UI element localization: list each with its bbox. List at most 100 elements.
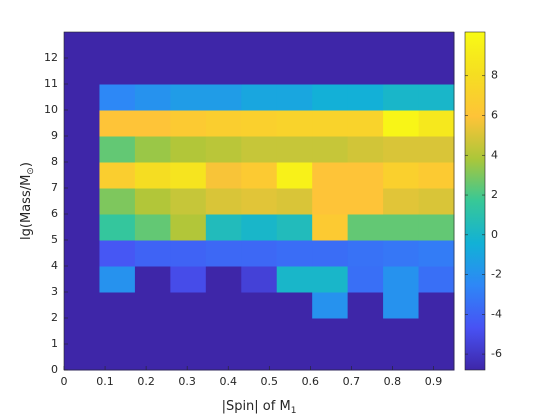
heatmap-cell [347,344,384,371]
heatmap-cell [276,58,313,85]
heatmap-cell [347,266,384,293]
heatmap-cell [383,214,420,241]
colorbar-tick-label: 0 [491,228,498,241]
heatmap-cell [64,344,100,371]
x-tick-label: 0.8 [384,375,402,388]
y-tick-label: 7 [51,181,58,194]
heatmap-cell [241,292,278,319]
heatmap-cell [347,162,384,189]
heatmap-cell [383,344,420,371]
heatmap-cell [383,266,420,293]
heatmap-cell [64,214,100,241]
heatmap-cell [276,32,313,59]
x-tick-label: 0.6 [302,375,320,388]
y-tick-label: 2 [51,311,58,324]
heatmap-cell [170,136,207,163]
colorbar-tick-label: -2 [491,268,502,281]
heatmap-cell [383,188,420,215]
heatmap-cell [312,292,349,319]
heatmap-cell [99,266,136,293]
heatmap-cell [276,110,313,137]
heatmap-cell [205,292,242,319]
heatmap-cell [276,240,313,267]
heatmap-cell [64,188,100,215]
heatmap-cell [64,136,100,163]
heatmap-cell [134,162,171,189]
heatmap-cell [64,318,100,345]
heatmap-cell [241,162,278,189]
heatmap-cell [99,136,136,163]
heatmap-cell [241,58,278,85]
x-tick-label: 0.3 [178,375,196,388]
y-tick-label: 5 [51,233,58,246]
heatmap-cell [312,344,349,371]
colorbar-tick-label: 8 [491,69,498,82]
heatmap-cell [347,136,384,163]
heatmap-cell [99,344,136,371]
heatmap-cell [205,214,242,241]
heatmap-cell [383,318,420,345]
heatmap-cell [170,292,207,319]
heatmap-cell [347,32,384,59]
heatmap-cell [64,84,100,111]
heatmap-cell [134,136,171,163]
y-tick-label: 8 [51,155,58,168]
y-tick-label: 12 [44,51,58,64]
x-tick-label: 0 [61,375,68,388]
heatmap-cell [276,344,313,371]
heatmap-cell [205,188,242,215]
heatmap-cell [205,266,242,293]
x-tick-label: 0.1 [96,375,114,388]
y-tick-label: 10 [44,103,58,116]
heatmap-cell [418,266,455,293]
colorbar-tick-label: -6 [491,347,502,360]
heatmap-cell [347,318,384,345]
heatmap-cell [383,84,420,111]
heatmap-cell [418,240,455,267]
heatmap-cell [418,344,455,371]
heatmap-cell [170,110,207,137]
heatmap-cell [205,344,242,371]
heatmap-cell [170,162,207,189]
y-tick-label: 4 [51,259,58,272]
heatmap-cell [418,136,455,163]
heatmap-cell [241,188,278,215]
heatmap-cell [64,110,100,137]
heatmap-cell [134,266,171,293]
x-label-sub: 1 [291,406,297,416]
y-tick-label: 0 [51,363,58,376]
heatmap-cell [383,32,420,59]
y-tick-label: 6 [51,207,58,220]
heatmap-cell [64,162,100,189]
heatmap-cell [170,32,207,59]
heatmap-cell [241,110,278,137]
heatmap-cell [134,188,171,215]
colorbar [464,31,486,371]
heatmap-cell [276,214,313,241]
heatmap-cell [276,266,313,293]
y-axis-label: lg(Mass/M⊙) [19,162,36,240]
heatmap-cell [347,84,384,111]
heatmap-cell [312,214,349,241]
heatmap-cell [276,84,313,111]
heatmap-cell [99,188,136,215]
heatmap-cell [383,292,420,319]
heatmap-cell [99,318,136,345]
x-axis-label: |Spin| of M1 [222,399,297,416]
heatmap-cell [205,318,242,345]
heatmap-cell [312,110,349,137]
heatmap-cell [241,240,278,267]
y-tick-label: 3 [51,285,58,298]
y-tick-label: 9 [51,129,58,142]
heatmap-cell [383,162,420,189]
y-label-sub: ⊙ [26,167,36,175]
heatmap-cell [99,240,136,267]
heatmap-cell [134,58,171,85]
y-tick-label: 1 [51,337,58,350]
heatmap-cell [99,162,136,189]
colorbar-tick-label: -4 [491,307,502,320]
x-tick-label: 0.4 [219,375,237,388]
heatmap-cell [205,240,242,267]
heatmap-cell [205,110,242,137]
